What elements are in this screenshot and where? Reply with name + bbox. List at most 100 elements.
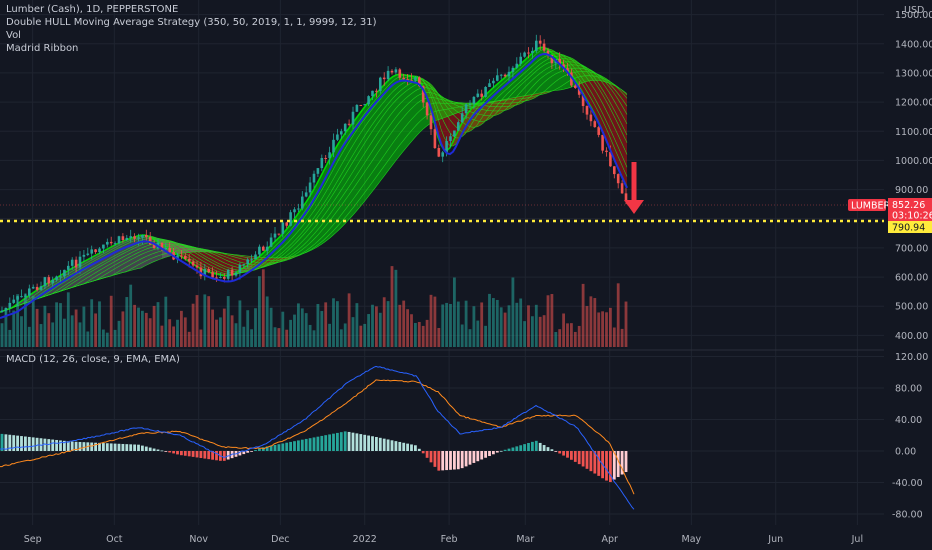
ribbon-band: [408, 87, 411, 97]
candle-body: [468, 103, 472, 105]
ribbon-band: [612, 133, 615, 150]
volume-bar: [195, 295, 199, 347]
ribbon-band: [603, 90, 606, 101]
candle-body: [367, 96, 370, 105]
ribbon-band: [63, 280, 66, 287]
strategy-legend[interactable]: Double HULL Moving Average Strategy (350…: [6, 17, 377, 28]
candle-body: [31, 286, 35, 289]
volume-bar: [464, 300, 468, 347]
ribbon-band: [336, 169, 339, 184]
ribbon-band: [351, 143, 354, 159]
ribbon-band: [312, 187, 315, 201]
ribbon-band: [552, 82, 555, 92]
histogram-bar: [343, 431, 347, 451]
time-tick-label: 2022: [353, 534, 377, 545]
ribbon-band: [309, 206, 312, 218]
ribbon-band: [558, 71, 561, 80]
histogram-bar: [31, 437, 35, 451]
ribbon-band: [294, 232, 297, 242]
histogram-bar: [27, 436, 31, 451]
ribbon-band: [585, 71, 588, 76]
ribbon-band: [339, 188, 342, 202]
ribbon-band: [447, 115, 450, 133]
ribbon-band: [609, 100, 612, 112]
ribbon-band: [555, 79, 558, 90]
ribbon-band: [330, 179, 333, 194]
time-tick-label: Oct: [106, 534, 123, 545]
ribbon-band: [318, 238, 321, 245]
volume-bar: [480, 302, 484, 347]
histogram-bar: [531, 441, 534, 451]
ribbon-band: [516, 77, 519, 86]
ribbon-band: [558, 77, 561, 89]
volume-bar: [39, 324, 43, 347]
volume-bar: [273, 327, 277, 347]
ribbon-line: [0, 79, 628, 313]
ribbon-band: [534, 66, 537, 74]
volume-bar: [406, 309, 409, 347]
ribbon-band: [450, 103, 453, 109]
ribbon-band: [612, 90, 615, 103]
histogram-bar: [336, 432, 339, 451]
volume-bar: [293, 314, 296, 347]
ribbon-band: [372, 120, 375, 132]
histogram-bar: [355, 433, 359, 451]
macd-tick-label: 40.00: [895, 415, 922, 426]
volume-bar: [199, 329, 203, 347]
candle-body: [445, 140, 448, 153]
symbol-title[interactable]: Lumber (Cash), 1D, PEPPERSTONE: [6, 4, 179, 15]
ribbon-band: [390, 142, 393, 159]
ribbon-band: [306, 224, 309, 232]
histogram-bar: [527, 442, 530, 451]
volume-legend[interactable]: Vol: [6, 30, 21, 41]
time-axis[interactable]: Sep Oct Nov Dec 2022 Feb Mar Apr May Jun Jul: [24, 534, 863, 545]
ribbon-band: [123, 242, 126, 246]
volume-bar: [191, 303, 195, 347]
candle-body: [340, 131, 343, 135]
price-axis[interactable]: 1500.00 1400.00 1300.00 1200.00 1100.00 1000.…: [895, 10, 932, 342]
histogram-bar: [515, 446, 519, 451]
candle-body: [593, 121, 597, 128]
ribbon-band: [513, 80, 516, 89]
ribbon-band: [396, 134, 399, 150]
ribbon-legend[interactable]: Madrid Ribbon: [6, 43, 79, 54]
macd-axis[interactable]: 120.00 80.00 40.00 0.00 -40.00 -80.00: [892, 352, 928, 521]
volume-bar: [597, 312, 601, 347]
ribbon-band: [279, 257, 282, 261]
candle-body: [433, 129, 437, 149]
volume-bar: [503, 312, 507, 347]
candle-body: [285, 222, 288, 226]
candle-body: [141, 235, 144, 238]
ribbon-band: [312, 220, 315, 231]
ribbon-band: [561, 84, 564, 90]
ribbon-band: [414, 96, 417, 107]
candle-body: [98, 248, 101, 253]
ribbon-band: [324, 190, 327, 204]
ribbon-band: [183, 247, 186, 251]
ribbon-band: [327, 206, 330, 219]
ribbon-band: [477, 113, 480, 122]
candle-body: [223, 276, 226, 279]
ribbon-band: [621, 112, 624, 129]
ribbon-band: [297, 251, 300, 256]
ribbon-band: [618, 93, 621, 105]
ribbon-band: [513, 85, 516, 93]
ribbon-band: [510, 88, 513, 97]
ribbon-band: [315, 196, 318, 210]
macd-legend[interactable]: MACD (12, 26, close, 9, EMA, EMA): [6, 354, 180, 365]
candle-body: [0, 310, 4, 313]
volume-bar: [562, 313, 565, 347]
volume-bar: [4, 309, 8, 347]
ribbon-band: [387, 147, 390, 163]
candle-body: [398, 69, 402, 78]
volume-bar: [35, 308, 39, 347]
ribbon-band: [120, 268, 123, 274]
histogram-bar: [160, 450, 164, 452]
ribbon-band: [69, 271, 72, 276]
ribbon-band: [150, 249, 153, 255]
histogram-bar: [414, 445, 417, 451]
currency-label[interactable]: USD: [904, 5, 924, 16]
volume-bar: [359, 325, 363, 347]
